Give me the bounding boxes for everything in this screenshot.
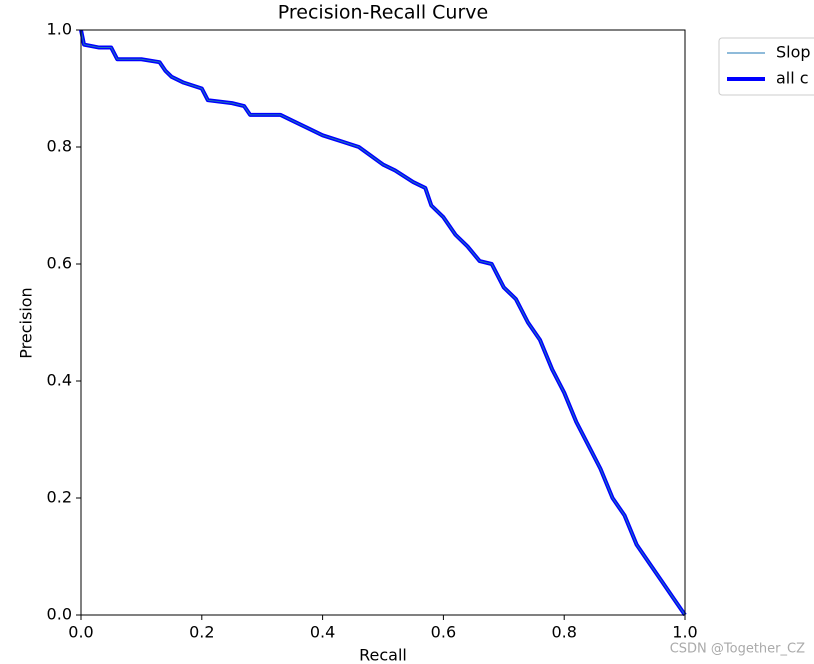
x-tick-label: 0.6	[431, 623, 456, 642]
x-tick-label: 0.8	[551, 623, 576, 642]
x-tick-label: 0.4	[310, 623, 335, 642]
line	[79, 29, 687, 617]
y-axis-label: Precision	[17, 287, 36, 358]
x-tick-label: 1.0	[672, 623, 697, 642]
x-axis-label: Recall	[359, 646, 407, 664]
plot-frame	[80, 29, 686, 616]
watermark: CSDN @Together_CZ	[670, 642, 805, 657]
y-tick-label: 0.0	[47, 605, 72, 624]
y-tick-label: 0.6	[47, 254, 72, 273]
y-tick-label: 0.4	[47, 371, 72, 390]
line	[80, 29, 686, 616]
x-tick-label: 0.2	[189, 623, 214, 642]
legend-label: Slop	[776, 43, 811, 62]
y-tick-label: 0.2	[47, 488, 72, 507]
chart-title: Precision-Recall Curve	[278, 2, 488, 24]
y-tick-label: 0.8	[47, 137, 72, 156]
legend-label: all c	[776, 69, 809, 88]
y-tick-label: 1.0	[47, 20, 72, 39]
x-tick-label: 0.0	[68, 623, 93, 642]
